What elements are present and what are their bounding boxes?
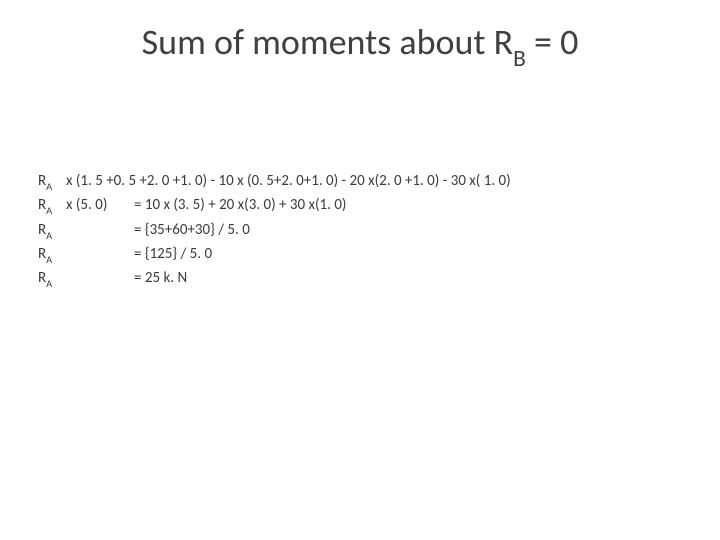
ra-symbol: RA bbox=[38, 243, 66, 267]
calc-line: RA = {125} / 5. 0 bbox=[38, 243, 688, 267]
ra-symbol: RA bbox=[38, 219, 66, 243]
calculation-body: RA x (1. 5 +0. 5 +2. 0 +1. 0) - 10 x (0.… bbox=[38, 170, 688, 291]
ra-letter: R bbox=[38, 245, 46, 263]
ra-symbol: RA bbox=[38, 267, 66, 291]
calc-line: RA x (1. 5 +0. 5 +2. 0 +1. 0) - 10 x (0.… bbox=[38, 170, 688, 194]
ra-letter: R bbox=[38, 196, 46, 214]
rhs-text: = 25 k. N bbox=[134, 267, 187, 290]
calc-line: RA = 25 k. N bbox=[38, 267, 688, 291]
ra-letter: R bbox=[38, 269, 46, 287]
title-prefix: Sum of moments about R bbox=[142, 20, 514, 64]
ra-letter: R bbox=[38, 221, 46, 239]
ra-sub: A bbox=[46, 253, 52, 266]
ra-sub: A bbox=[46, 180, 52, 193]
ra-sub: A bbox=[46, 204, 52, 217]
lhs-text: x (5. 0) bbox=[66, 194, 134, 217]
title-suffix: = 0 bbox=[526, 20, 578, 64]
rhs-text: = 10 x (3. 5) + 20 x(3. 0) + 30 x(1. 0) bbox=[134, 194, 346, 217]
slide-title: Sum of moments about RB = 0 bbox=[0, 20, 720, 69]
ra-sub: A bbox=[46, 277, 52, 290]
ra-sub: A bbox=[46, 229, 52, 242]
calc-line: RA = {35+60+30} / 5. 0 bbox=[38, 219, 688, 243]
slide: Sum of moments about RB = 0 RA x (1. 5 +… bbox=[0, 0, 720, 540]
ra-letter: R bbox=[38, 172, 46, 190]
title-subscript: B bbox=[513, 45, 526, 73]
ra-symbol: RA bbox=[38, 194, 66, 218]
lhs-text: x (1. 5 +0. 5 +2. 0 +1. 0) - 10 x (0. 5+… bbox=[66, 170, 511, 193]
ra-symbol: RA bbox=[38, 170, 66, 194]
calc-line: RA x (5. 0)= 10 x (3. 5) + 20 x(3. 0) + … bbox=[38, 194, 688, 218]
rhs-text: = {35+60+30} / 5. 0 bbox=[134, 219, 250, 242]
rhs-text: = {125} / 5. 0 bbox=[134, 243, 212, 266]
